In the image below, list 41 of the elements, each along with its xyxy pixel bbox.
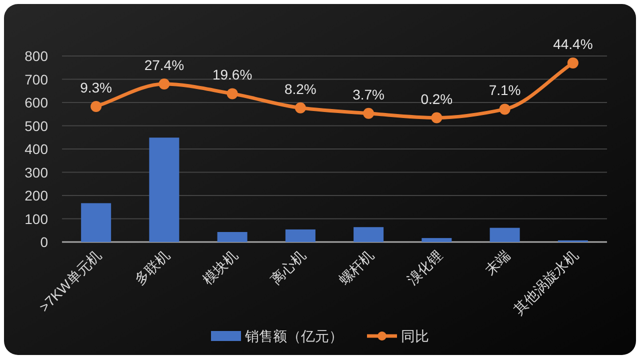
y-tick-label: 200 bbox=[24, 188, 48, 204]
data-label: 7.1% bbox=[488, 82, 521, 98]
y-tick-label: 400 bbox=[24, 141, 48, 157]
point bbox=[90, 100, 102, 112]
data-label: 0.2% bbox=[420, 90, 453, 107]
y-tick-label: 800 bbox=[24, 48, 48, 64]
point bbox=[294, 102, 306, 114]
bar bbox=[149, 138, 180, 242]
y-tick-label: 700 bbox=[24, 71, 48, 88]
point bbox=[158, 78, 170, 90]
y-tick-label: 100 bbox=[24, 210, 48, 227]
x-tick-label: 溴化锂 bbox=[404, 246, 445, 288]
data-label: 9.3% bbox=[80, 79, 112, 96]
point bbox=[226, 88, 238, 100]
bar bbox=[490, 228, 520, 242]
point bbox=[499, 104, 510, 115]
legend-label: 销售额（亿元） bbox=[244, 328, 343, 344]
bar bbox=[422, 238, 452, 242]
legend-label: 同比 bbox=[401, 328, 429, 344]
point bbox=[567, 57, 578, 68]
bar bbox=[285, 229, 316, 242]
point bbox=[363, 108, 374, 119]
x-tick-label: 末端 bbox=[482, 246, 513, 278]
y-tick-label: 600 bbox=[24, 94, 48, 110]
data-label: 3.7% bbox=[352, 86, 385, 102]
x-tick-label: 离心机 bbox=[268, 246, 309, 288]
bar bbox=[81, 203, 112, 242]
x-tick-label: 其他涡旋水机 bbox=[510, 246, 582, 318]
data-label: 8.2% bbox=[284, 80, 316, 97]
x-tick-label: 模块机 bbox=[199, 246, 240, 288]
x-tick-label: 多联机 bbox=[131, 246, 172, 288]
y-tick-label: 500 bbox=[24, 118, 48, 134]
bar bbox=[217, 232, 248, 242]
x-tick-label: 螺杆机 bbox=[336, 246, 377, 288]
y-tick-label: 300 bbox=[24, 164, 48, 180]
data-label: 27.4% bbox=[144, 57, 184, 74]
data-label: 44.4% bbox=[553, 36, 593, 52]
point bbox=[431, 112, 442, 124]
bar bbox=[354, 227, 384, 242]
data-label: 19.6% bbox=[212, 66, 252, 83]
y-tick-label: 0 bbox=[40, 234, 48, 250]
